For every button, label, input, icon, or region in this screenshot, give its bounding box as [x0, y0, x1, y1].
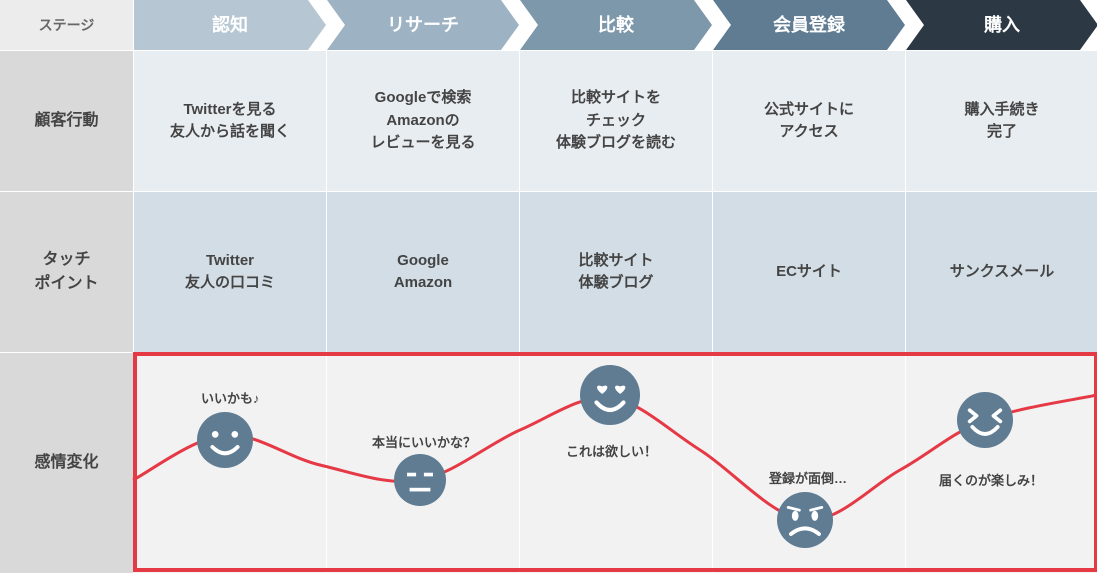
journey-grid: ステージ 認知 リサーチ 比較 会員登録 購入 顧客行動 Twitterを見る … — [0, 0, 1097, 573]
stage-head-1: リサーチ — [327, 0, 519, 50]
emotion-caption-0: いいかも♪ — [201, 388, 260, 407]
touch-cell-1: Google Amazon — [327, 192, 519, 352]
row-label-touchpoints: タッチ ポイント — [0, 192, 133, 352]
emotion-caption-2: これは欲しい！ — [566, 441, 657, 460]
actions-cell-2: 比較サイトを チェック 体験ブログを読む — [520, 51, 712, 191]
stage-head-4: 購入 — [906, 0, 1097, 50]
actions-cell-3: 公式サイトに アクセス — [713, 51, 905, 191]
emotion-face-4 — [957, 392, 1013, 448]
stage-head-0: 認知 — [134, 0, 326, 50]
actions-cell-0: Twitterを見る 友人から話を聞く — [134, 51, 326, 191]
emotion-face-1 — [394, 454, 446, 506]
stage-label-cell: ステージ — [0, 0, 133, 50]
actions-cell-4: 購入手続き 完了 — [906, 51, 1097, 191]
stage-head-2: 比較 — [520, 0, 712, 50]
stage-head-3: 会員登録 — [713, 0, 905, 50]
row-label-emotion: 感情変化 — [0, 353, 133, 573]
actions-cell-1: Googleで検索 Amazonの レビューを見る — [327, 51, 519, 191]
touch-cell-3: ECサイト — [713, 192, 905, 352]
emotion-face-2 — [580, 365, 640, 425]
touch-cell-0: Twitter 友人の口コミ — [134, 192, 326, 352]
emotion-caption-1: 本当にいいかな？ — [372, 432, 476, 451]
emotion-face-3 — [777, 492, 833, 548]
emotion-cell-4 — [906, 353, 1097, 573]
emotion-face-0 — [197, 412, 253, 468]
touch-cell-2: 比較サイト 体験ブログ — [520, 192, 712, 352]
emotion-caption-4: 届くのが楽しみ！ — [939, 470, 1043, 489]
touch-cell-4: サンクスメール — [906, 192, 1097, 352]
emotion-caption-3: 登録が面倒… — [769, 468, 847, 487]
row-label-actions: 顧客行動 — [0, 51, 133, 191]
